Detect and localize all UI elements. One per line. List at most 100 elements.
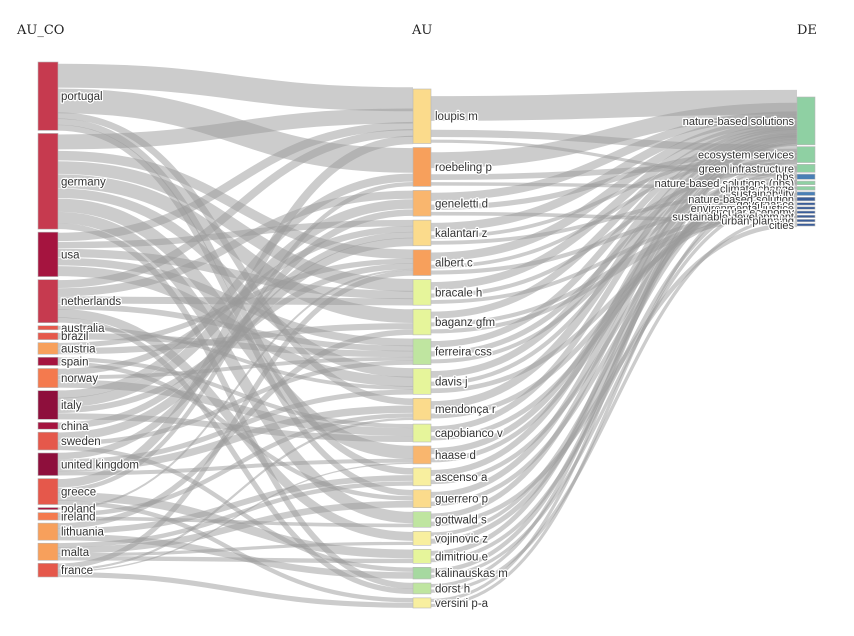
link-loupis-m-to-ecosystem-services: [430, 129, 798, 152]
node-norway[interactable]: [37, 368, 59, 388]
node-portugal[interactable]: [37, 61, 59, 131]
link-germany-to-albert-c: [57, 150, 414, 260]
node-label-france: france: [61, 565, 93, 577]
node-label-environmental-justice: environmental justice: [691, 203, 794, 215]
node-brazil[interactable]: [37, 332, 59, 340]
node-label-ireland: ireland: [61, 511, 96, 523]
node-ecosystem-services[interactable]: [796, 146, 816, 163]
node-green-infrastructure[interactable]: [796, 164, 816, 173]
node-label-dorst-h: dorst h: [435, 583, 470, 595]
node-label-versini-p-a: versini p-a: [435, 598, 489, 610]
link-brazil-to-ferreira-css: [57, 333, 414, 358]
node-spain[interactable]: [37, 356, 59, 366]
node-label-australia: australia: [61, 323, 105, 335]
node-label-greece: greece: [61, 487, 96, 499]
node-gottwald-s[interactable]: [412, 511, 432, 528]
node-versini-p-a[interactable]: [412, 597, 432, 609]
node-baganz-gfm[interactable]: [412, 308, 432, 336]
node-netherlands[interactable]: [37, 279, 59, 324]
node-ferreira-css[interactable]: [412, 338, 432, 365]
node-label-brazil: brazil: [61, 331, 88, 343]
node-label-mendon-a-r: mendonça r: [435, 404, 496, 416]
column-header-au-co: AU_CO: [16, 23, 64, 38]
link-mendon-a-r-to-nature-based-solution: [430, 195, 798, 419]
link-albert-c-to-nature-based-solutions: [430, 117, 798, 261]
nodes-layer: portugalgermanyusanetherlandsaustraliabr…: [37, 61, 816, 611]
link-roebeling-p-to-nature-based-solutions: [430, 102, 798, 169]
node-label-united-kingdom: united kingdom: [61, 459, 139, 471]
node-greece[interactable]: [37, 478, 59, 505]
node-label-nbs: nbs: [776, 172, 794, 184]
node-albert-c[interactable]: [412, 249, 432, 276]
node-geneletti-d[interactable]: [412, 190, 432, 217]
node-label-china: china: [61, 421, 89, 433]
node-label-usa: usa: [61, 249, 80, 261]
node-cities[interactable]: [796, 223, 816, 227]
node-italy[interactable]: [37, 390, 59, 420]
link-capobianco-v-to-climate-change: [430, 186, 798, 441]
link-bracale-h-to-circular-economy: [430, 209, 798, 304]
node-nbs[interactable]: [796, 173, 816, 180]
node-nature-based-solutions-nbs[interactable]: [796, 180, 816, 185]
node-dorst-h[interactable]: [412, 582, 432, 595]
node-label-sustainable-development: sustainable development: [672, 211, 794, 223]
node-ireland[interactable]: [37, 512, 59, 521]
node-label-austria: austria: [61, 343, 96, 355]
link-germany-to-baganz-gfm: [57, 174, 414, 324]
link-greece-to-dimitriou-e: [57, 491, 414, 559]
node-label-green-infrastructure: green infrastructure: [699, 163, 794, 175]
node-sustainability[interactable]: [796, 191, 816, 196]
node-label-nature-based-solution: nature-based solution: [688, 194, 794, 206]
link-loupis-m-to-nbs: [430, 139, 798, 177]
node-malta[interactable]: [37, 542, 59, 561]
node-label-geneletti-d: geneletti d: [435, 198, 488, 210]
link-portugal-to-roebeling-p: [57, 88, 414, 173]
node-loupis-m[interactable]: [412, 88, 432, 144]
node-bracale-h[interactable]: [412, 279, 432, 306]
node-label-lithuania: lithuania: [61, 527, 104, 539]
node-austria[interactable]: [37, 342, 59, 355]
node-label-albert-c: albert c: [435, 258, 473, 270]
link-geneletti-d-to-ecosystem-services: [430, 148, 798, 210]
link-netherlands-to-dorst-h: [57, 317, 414, 594]
link-portugal-to-guerrero-p: [57, 124, 414, 496]
link-bracale-h-to-nature-based-solutions: [430, 120, 798, 290]
node-label-circular-economy: circular economy: [711, 207, 795, 219]
node-nature-based-solutions[interactable]: [796, 96, 816, 146]
node-sustainable-development[interactable]: [796, 214, 816, 218]
node-capobianco-v[interactable]: [412, 423, 432, 443]
node-label-governance: governance: [737, 199, 795, 211]
node-circular-economy[interactable]: [796, 210, 816, 214]
node-australia[interactable]: [37, 325, 59, 331]
node-label-netherlands: netherlands: [61, 296, 121, 308]
node-haase-d[interactable]: [412, 445, 432, 465]
link-france-to-haase-d: [57, 462, 414, 573]
node-germany[interactable]: [37, 133, 59, 230]
node-usa[interactable]: [37, 231, 59, 277]
node-nature-based-solution[interactable]: [796, 196, 816, 202]
node-climate-change[interactable]: [796, 186, 816, 191]
node-sweden[interactable]: [37, 431, 59, 451]
node-mendon-a-r[interactable]: [412, 397, 432, 421]
node-united-kingdom[interactable]: [37, 452, 59, 476]
link-united-kingdom-to-haase-d: [57, 458, 414, 476]
node-guerrero-p[interactable]: [412, 489, 432, 509]
node-kalantari-z[interactable]: [412, 219, 432, 247]
node-label-bracale-h: bracale h: [435, 287, 482, 299]
node-environmental-justice[interactable]: [796, 206, 816, 210]
node-vojinovic-z[interactable]: [412, 530, 432, 546]
node-label-dimitriou-e: dimitriou e: [435, 551, 488, 563]
node-poland[interactable]: [37, 507, 59, 510]
node-china[interactable]: [37, 422, 59, 430]
node-kalinauskas-m[interactable]: [412, 567, 432, 580]
node-dimitriou-e[interactable]: [412, 548, 432, 564]
node-davis-j[interactable]: [412, 368, 432, 395]
node-france[interactable]: [37, 563, 59, 578]
node-roebeling-p[interactable]: [412, 147, 432, 187]
node-lithuania[interactable]: [37, 522, 59, 541]
node-urban-planning[interactable]: [796, 219, 816, 223]
node-governance[interactable]: [796, 202, 816, 206]
link-portugal-to-ascenso-a: [57, 118, 414, 475]
node-ascenso-a[interactable]: [412, 467, 432, 487]
